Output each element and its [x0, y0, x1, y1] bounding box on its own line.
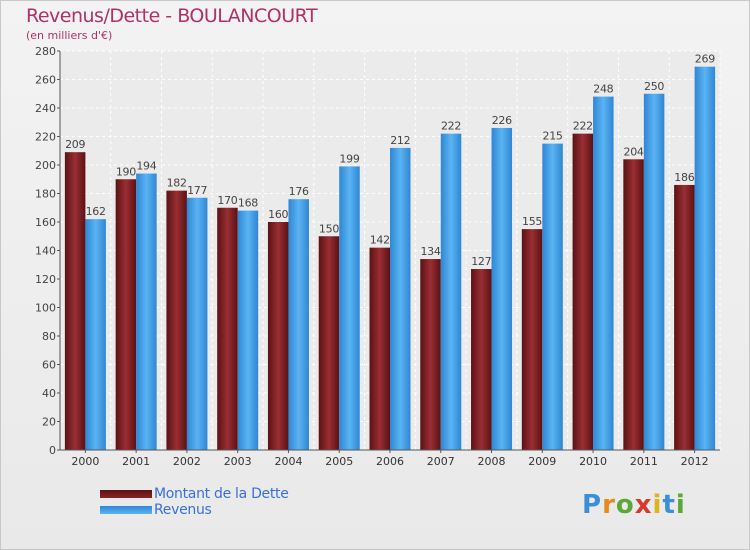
legend-label-revenue: Revenus	[154, 502, 212, 518]
y-tick-label: 0	[49, 444, 56, 457]
x-tick-label: 2000	[71, 455, 99, 468]
legend-swatch-revenue	[100, 506, 152, 514]
x-tick-label: 2005	[325, 455, 353, 468]
bar-revenue	[542, 143, 563, 450]
y-tick-label: 260	[35, 74, 56, 87]
data-label: 186	[674, 171, 694, 184]
bar-debt	[572, 133, 594, 450]
y-tick-label: 80	[42, 330, 56, 343]
y-tick-label: 220	[35, 131, 56, 144]
bar-debt	[369, 247, 390, 450]
x-tick-label: 2003	[224, 455, 252, 468]
data-label: 212	[390, 134, 410, 147]
logo-letter: r	[602, 490, 616, 520]
data-label: 160	[268, 208, 288, 221]
y-tick-label: 60	[42, 359, 56, 372]
data-label: 204	[624, 145, 644, 158]
data-label: 168	[238, 197, 258, 210]
bar-revenue	[237, 210, 259, 450]
logo-letter: o	[615, 490, 635, 520]
x-tick-label: 2009	[528, 455, 556, 468]
legend-label-debt: Montant de la Dette	[154, 486, 289, 502]
data-label: 222	[573, 120, 593, 133]
bar-revenue	[390, 147, 411, 450]
logo-letter: i	[675, 490, 686, 520]
data-label: 142	[370, 234, 390, 247]
data-label: 127	[471, 255, 491, 268]
data-label: 162	[86, 205, 106, 218]
logo-letter: P	[582, 490, 603, 520]
y-tick-label: 20	[42, 416, 56, 429]
bar-debt	[420, 259, 441, 450]
bar-revenue	[593, 96, 614, 450]
data-label: 226	[492, 114, 512, 127]
y-tick-label: 180	[35, 188, 56, 201]
x-tick-label: 2011	[630, 455, 658, 468]
logo-letter: i	[652, 490, 663, 520]
x-tick-label: 2004	[274, 455, 302, 468]
y-tick-label: 200	[35, 159, 56, 172]
x-tick-label: 2002	[173, 455, 201, 468]
y-tick-label: 100	[35, 302, 56, 315]
data-label: 209	[65, 138, 85, 151]
x-tick-label: 2007	[427, 455, 455, 468]
bar-debt	[267, 222, 289, 450]
chart-subtitle: (en milliers d'€)	[26, 29, 113, 42]
x-tick-label: 2010	[579, 455, 607, 468]
bar-debt	[318, 236, 340, 450]
data-label: 190	[116, 165, 136, 178]
data-label: 170	[217, 194, 237, 207]
legend-swatch-debt	[100, 490, 152, 498]
chart-title: Revenus/Dette - BOULANCOURT	[26, 5, 318, 27]
legend: Montant de la Dette Revenus	[100, 486, 289, 518]
data-label: 182	[167, 177, 187, 190]
bar-debt	[166, 190, 187, 450]
data-label: 150	[319, 222, 339, 235]
bar-revenue	[136, 173, 157, 451]
data-label: 248	[593, 83, 613, 96]
bar-debt	[674, 184, 695, 450]
data-label: 177	[187, 184, 207, 197]
legend-item-revenue: Revenus	[100, 502, 289, 518]
y-tick-label: 40	[42, 387, 56, 400]
proxiti-logo: Proxiti	[582, 490, 686, 520]
bar-revenue	[491, 127, 513, 450]
x-tick-label: 2012	[681, 455, 709, 468]
bar-revenue	[440, 133, 462, 450]
y-tick-label: 140	[35, 245, 56, 258]
y-tick-label: 120	[35, 273, 56, 286]
bar-revenue	[339, 166, 360, 451]
logo-letter: t	[662, 490, 676, 520]
x-tick-label: 2001	[122, 455, 150, 468]
bar-debt	[471, 269, 492, 450]
data-label: 222	[441, 120, 461, 133]
legend-item-debt: Montant de la Dette	[100, 486, 289, 502]
bar-debt	[521, 229, 543, 450]
bar-revenue	[288, 199, 309, 450]
bar-debt	[64, 152, 86, 451]
data-label: 250	[644, 80, 664, 93]
data-label: 215	[543, 130, 563, 143]
data-label: 176	[289, 185, 309, 198]
y-tick-label: 280	[35, 45, 56, 58]
bar-revenue	[694, 66, 716, 451]
y-tick-label: 160	[35, 216, 56, 229]
bar-revenue	[643, 93, 665, 450]
data-label: 134	[420, 245, 440, 258]
data-label: 269	[695, 53, 715, 66]
data-label: 155	[522, 215, 542, 228]
bar-revenue	[85, 219, 106, 450]
bar-revenue	[186, 197, 208, 450]
x-tick-label: 2008	[478, 455, 506, 468]
x-tick-label: 2006	[376, 455, 404, 468]
bar-debt	[217, 207, 238, 450]
y-tick-label: 240	[35, 102, 56, 115]
bar-debt	[115, 179, 137, 450]
bar-debt	[623, 159, 644, 451]
data-label: 194	[136, 160, 156, 173]
data-label: 199	[339, 152, 359, 165]
logo-letter: x	[634, 490, 653, 520]
